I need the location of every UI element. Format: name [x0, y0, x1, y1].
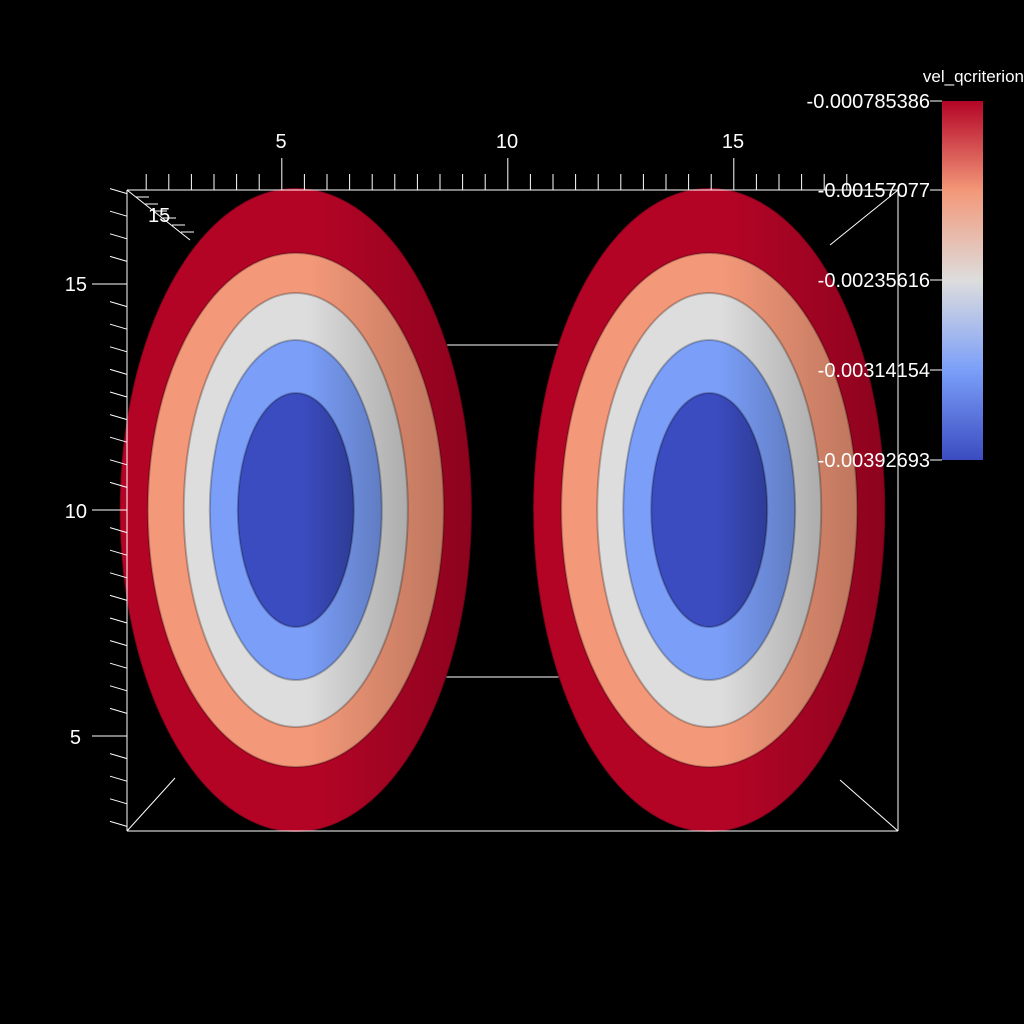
x-tick-label-5: 5: [275, 131, 286, 153]
x-tick-label-15: 15: [722, 131, 744, 153]
colorbar-label-0: -0.000785386: [807, 91, 930, 113]
colorbar-title: vel_qcriterion: [923, 67, 1024, 86]
isosurface-shading-right-4: [651, 393, 768, 627]
bounding-box-front: [126, 189, 899, 832]
colorbar-label-3: -0.00314154: [818, 360, 930, 382]
y-axis-labels: 15 10 5: [65, 274, 87, 749]
x-tick-label-10: 10: [496, 131, 518, 153]
y-tick-label-5: 5: [70, 727, 81, 749]
isosurface-shading-left-4: [237, 393, 354, 627]
colorbar: vel_qcriterion -0.000785386 -0.00157077 …: [807, 67, 1024, 472]
y-tick-label-10: 10: [65, 501, 87, 523]
colorbar-label-4: -0.00392693: [818, 450, 930, 472]
isosurface-group: [118, 187, 887, 833]
colorbar-gradient: [942, 101, 983, 460]
y-tick-label-15: 15: [65, 274, 87, 296]
z-tick-label-15: 15: [148, 205, 170, 227]
x-axis-labels: 5 10 15: [275, 131, 744, 153]
z-axis-labels: 15: [148, 205, 170, 227]
colorbar-label-2: -0.00235616: [818, 270, 930, 292]
colorbar-label-1: -0.00157077: [818, 180, 930, 202]
axis-ticks: [92, 158, 848, 827]
